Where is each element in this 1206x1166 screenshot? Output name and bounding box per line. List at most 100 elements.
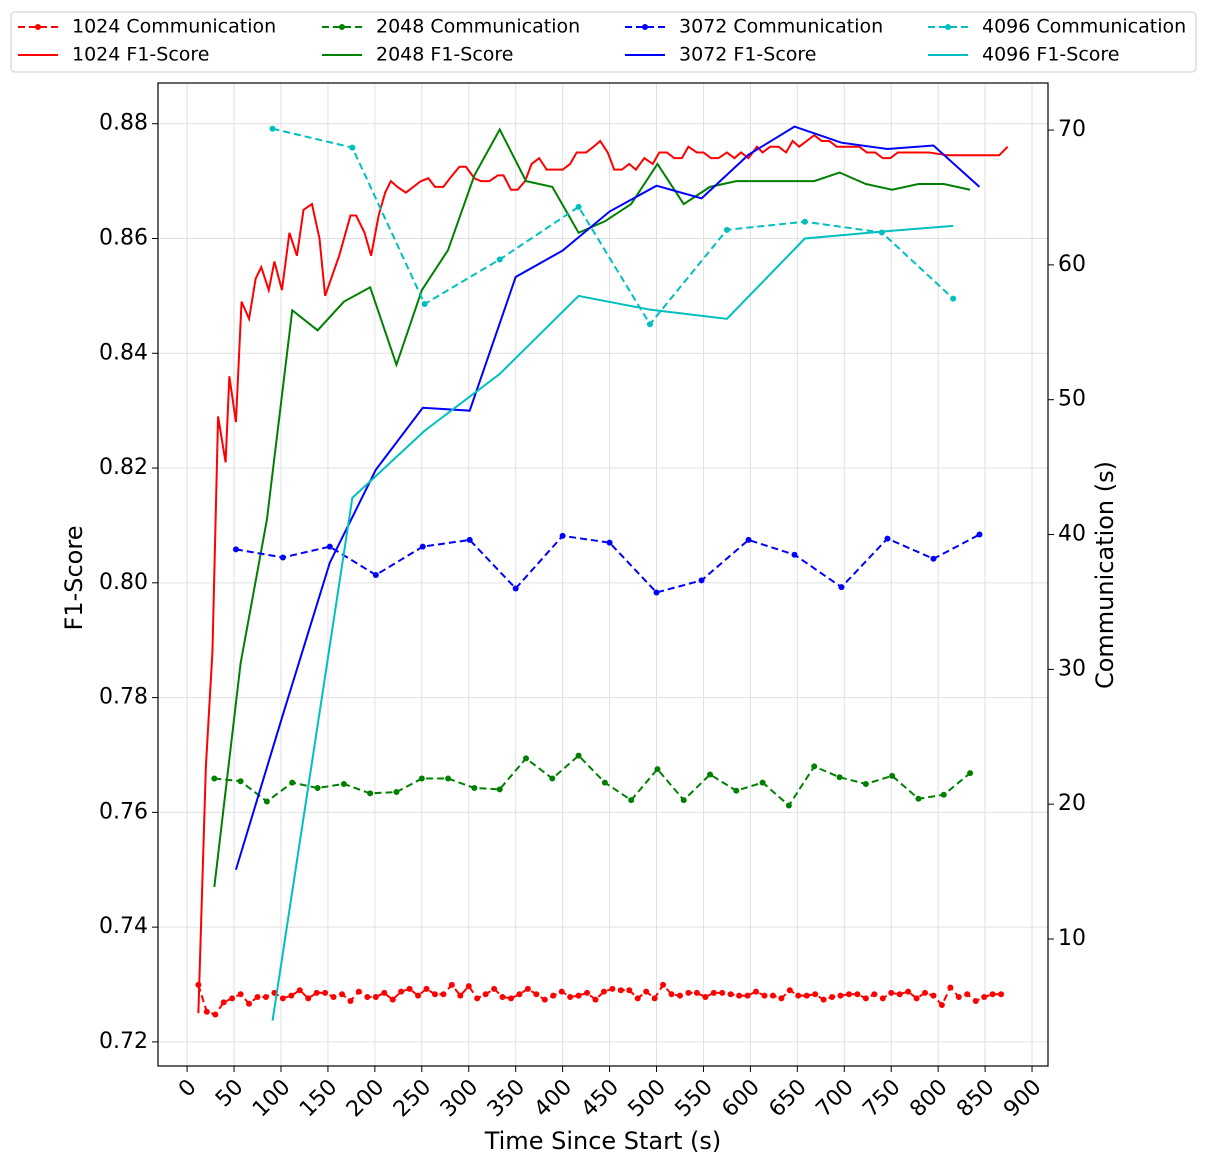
x-axis-label: Time Since Start (s) <box>484 1127 722 1155</box>
data-point <box>854 991 861 998</box>
data-point <box>905 988 912 995</box>
legend-marker <box>945 24 951 30</box>
data-point <box>744 992 751 999</box>
data-point <box>976 531 983 538</box>
data-point <box>981 993 988 1000</box>
data-point <box>930 555 937 562</box>
data-point <box>279 995 286 1002</box>
y-tick-label: 0.88 <box>99 111 148 136</box>
data-point <box>795 992 802 999</box>
x-tick-label: 550 <box>671 1075 718 1122</box>
data-point <box>296 987 303 994</box>
data-point <box>626 987 633 994</box>
x-tick-label: 600 <box>718 1075 765 1122</box>
y-tick-label: 0.78 <box>99 685 148 710</box>
data-point <box>628 797 635 804</box>
legend-marker <box>642 24 648 30</box>
data-point <box>643 988 650 995</box>
data-point <box>491 985 498 992</box>
data-point <box>381 989 388 996</box>
data-point <box>393 789 400 796</box>
data-point <box>938 1002 945 1009</box>
x-tick-label: 450 <box>577 1075 624 1122</box>
data-point <box>474 995 481 1002</box>
data-point <box>693 989 700 996</box>
data-point <box>445 775 452 782</box>
y2-tick-label: 10 <box>1058 926 1086 951</box>
data-point <box>355 988 362 995</box>
data-point <box>769 992 776 999</box>
data-point <box>496 256 503 263</box>
x-tick-label: 250 <box>389 1075 436 1122</box>
legend-label: 2048 Communication <box>376 16 580 38</box>
data-point <box>685 989 692 996</box>
y-tick-label: 0.84 <box>99 340 148 365</box>
data-point <box>558 988 565 995</box>
legend-label: 1024 F1-Score <box>72 44 209 66</box>
data-point <box>389 996 396 1003</box>
data-point <box>785 802 792 809</box>
data-point <box>372 571 379 578</box>
data-point <box>549 775 556 782</box>
data-point <box>964 991 971 998</box>
data-point <box>786 987 793 994</box>
data-point <box>871 991 878 998</box>
data-point <box>559 532 566 539</box>
data-point <box>680 797 687 804</box>
data-point <box>759 779 766 786</box>
data-point <box>421 300 428 307</box>
legend: 1024 Communication 1024 F1-Score 2048 Comm… <box>10 11 1197 73</box>
data-point <box>922 989 929 996</box>
data-point <box>940 791 947 798</box>
data-point <box>232 546 239 553</box>
data-point <box>967 770 974 777</box>
legend-box <box>10 11 1197 73</box>
data-point <box>313 989 320 996</box>
data-point <box>349 144 356 151</box>
data-point <box>884 535 891 542</box>
data-point <box>263 798 270 805</box>
series-line <box>214 754 971 808</box>
data-point <box>448 981 455 988</box>
data-point <box>262 993 269 1000</box>
data-point <box>733 787 740 794</box>
y2-tick-label: 50 <box>1058 387 1086 412</box>
data-point <box>753 988 760 995</box>
data-point <box>418 775 425 782</box>
data-point <box>575 752 582 759</box>
data-point <box>326 543 333 550</box>
data-point <box>269 125 276 132</box>
data-point <box>707 771 714 778</box>
x-tick-label: 150 <box>295 1075 342 1122</box>
data-point <box>950 295 957 302</box>
data-point <box>305 995 312 1002</box>
data-point <box>791 551 798 558</box>
series-line <box>271 224 954 1021</box>
data-point <box>237 778 244 785</box>
data-point <box>279 554 286 561</box>
data-point <box>367 790 374 797</box>
data-point <box>727 991 734 998</box>
data-point <box>778 995 785 1002</box>
y2-tick-label: 60 <box>1058 252 1086 277</box>
data-point <box>836 774 843 781</box>
x-tick-label: 200 <box>342 1075 389 1122</box>
data-point <box>482 991 489 998</box>
data-point <box>330 993 337 1000</box>
data-point <box>736 992 743 999</box>
data-point <box>862 995 869 1002</box>
data-point <box>698 577 705 584</box>
data-point <box>423 985 430 992</box>
legend-marker <box>35 24 41 30</box>
x-tick-label: 700 <box>811 1075 858 1122</box>
y2-tick-label: 70 <box>1058 117 1086 142</box>
data-point <box>646 321 653 328</box>
data-point <box>575 203 582 210</box>
series-line <box>234 125 981 871</box>
data-point <box>930 992 937 999</box>
y2-tick-label: 30 <box>1058 656 1086 681</box>
data-point <box>837 992 844 999</box>
data-point <box>516 991 523 998</box>
data-point <box>820 996 827 1003</box>
data-point <box>803 992 810 999</box>
